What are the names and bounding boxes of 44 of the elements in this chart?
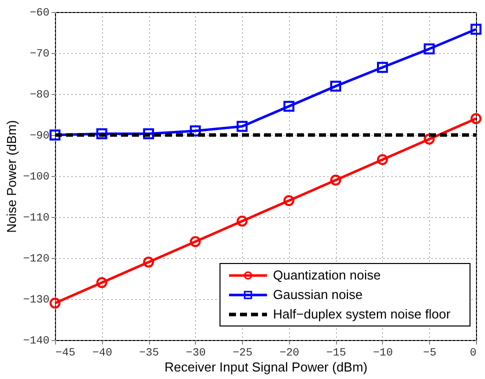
y-tick-label: −60 — [30, 8, 50, 20]
point — [470, 24, 482, 35]
point — [236, 216, 248, 227]
point — [190, 125, 201, 136]
x-tick-label: −10 — [373, 348, 393, 360]
point — [424, 134, 435, 145]
y-tick-label: −130 — [23, 294, 50, 306]
point — [376, 62, 388, 73]
point — [470, 113, 482, 124]
point — [50, 130, 60, 140]
y-tick-label: −90 — [30, 130, 50, 142]
y-tick-label: −120 — [23, 254, 50, 266]
point — [96, 277, 108, 288]
x-tick-label: −20 — [279, 348, 300, 360]
y-axis-title: Noise Power (dBm) — [4, 120, 20, 233]
x-axis-title: Receiver Input Signal Power (dBm) — [164, 360, 368, 374]
legend-label: Gaussian noise — [273, 287, 363, 302]
legend-label: Quantization noise — [273, 268, 381, 282]
x-tick-label: −35 — [139, 348, 159, 360]
point — [330, 174, 342, 186]
x-tick-label: 0 — [470, 348, 476, 360]
x-tick-label: −40 — [92, 348, 112, 360]
point — [236, 120, 248, 132]
point — [283, 100, 294, 112]
x-tick-label: −45 — [56, 348, 76, 360]
x-tick-label: −15 — [326, 348, 346, 360]
legend-label: Half−duplex system noise floor — [273, 306, 452, 322]
point — [143, 256, 154, 268]
point — [283, 195, 294, 206]
x-tick-label: −30 — [186, 348, 206, 360]
point — [50, 298, 60, 309]
x-tick-label: −25 — [232, 348, 253, 360]
point — [330, 80, 342, 92]
y-tick-label: −140 — [23, 336, 50, 348]
point — [143, 128, 154, 140]
point — [376, 154, 388, 166]
x-tick-label: −5 — [423, 348, 436, 360]
y-tick-label: −80 — [30, 90, 50, 102]
point — [96, 128, 108, 140]
y-tick-label: −70 — [30, 48, 50, 60]
point — [424, 43, 435, 54]
point — [190, 236, 201, 248]
y-tick-label: −110 — [23, 212, 50, 224]
y-tick-label: −100 — [23, 172, 50, 184]
